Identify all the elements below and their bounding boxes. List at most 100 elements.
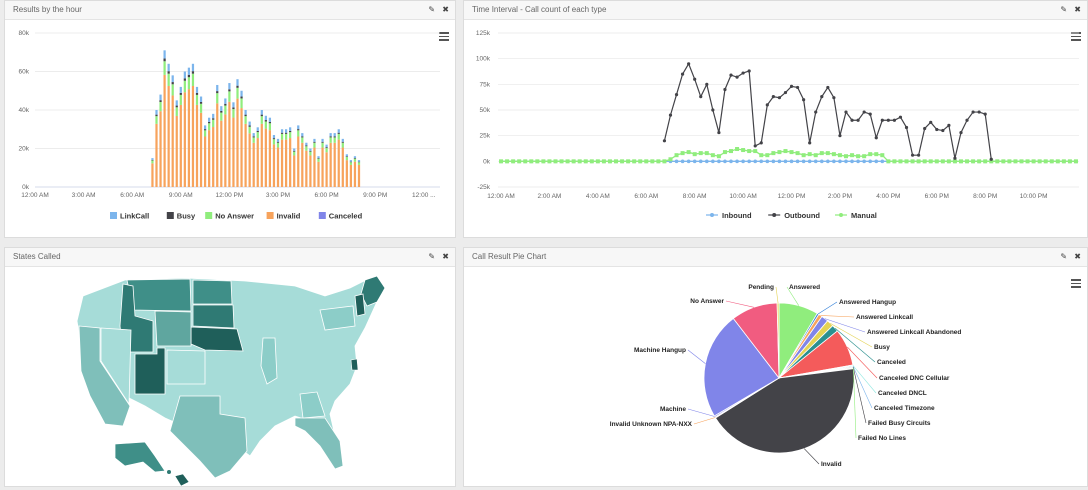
map-state-south-dakota[interactable]: [192, 304, 235, 329]
pencil-icon[interactable]: ✎: [1060, 252, 1068, 261]
manual-point: [934, 159, 939, 164]
bar-no-answer: [357, 162, 361, 165]
inbound-point: [717, 159, 721, 164]
bar-busy: [321, 141, 324, 143]
close-icon[interactable]: ✖: [1074, 5, 1081, 14]
bar-no-answer: [293, 151, 296, 156]
bar-busy: [305, 145, 308, 147]
bar-busy: [264, 120, 267, 122]
pie-label: Answered: [789, 284, 820, 291]
map-state-illinois[interactable]: [260, 337, 278, 385]
outbound-point: [729, 73, 733, 77]
outbound-point: [862, 110, 866, 114]
pencil-icon[interactable]: ✎: [428, 5, 436, 14]
bar-busy: [240, 96, 243, 99]
pie-label: Canceled: [877, 359, 906, 366]
outbound-point: [929, 120, 933, 124]
map-state-north-dakota[interactable]: [192, 279, 233, 305]
manual-point: [1055, 159, 1060, 164]
bar-invalid: [236, 98, 239, 187]
chart-menu-icon[interactable]: [439, 32, 449, 41]
pencil-icon[interactable]: ✎: [1060, 5, 1068, 14]
map-state-alaska[interactable]: [114, 441, 166, 473]
bar-linkcall: [187, 67, 191, 75]
outbound-point: [910, 153, 915, 157]
legend-label: No Answer: [215, 212, 254, 221]
bar-linkcall: [208, 117, 211, 122]
outbound-point: [971, 110, 975, 114]
manual-point: [837, 153, 842, 158]
outbound-point: [808, 141, 812, 145]
bar-no-answer: [268, 123, 272, 131]
close-icon[interactable]: ✖: [442, 252, 449, 261]
manual-point: [898, 159, 903, 164]
close-icon[interactable]: ✖: [442, 5, 449, 14]
panel-results-by-hour: Results by the hour ✎ ✖ 0k 20k 40k 60k 80k 12…: [4, 0, 456, 238]
manual-point: [559, 159, 564, 164]
manual-point: [801, 153, 806, 158]
map-state-new-york[interactable]: [319, 305, 356, 331]
outbound-point: [868, 112, 872, 116]
y-tick-label: 125k: [476, 30, 491, 37]
manual-point: [856, 154, 861, 159]
legend-label: Busy: [177, 212, 196, 221]
bar-linkcall: [341, 138, 344, 142]
outbound-point: [717, 130, 721, 135]
pie-label: Answered Linkcall: [856, 314, 913, 321]
map-state-maine[interactable]: [360, 275, 386, 307]
bar-busy: [284, 132, 288, 134]
bar-invalid: [349, 164, 353, 187]
outbound-point: [814, 110, 818, 114]
bar-invalid: [191, 85, 195, 187]
bar-linkcall: [236, 79, 239, 86]
pie-label: Pending: [748, 284, 774, 291]
map-state-hawaii[interactable]: [174, 473, 190, 486]
legend-marker: [839, 213, 843, 217]
bar-busy: [248, 125, 251, 127]
map-state-nebraska[interactable]: [190, 326, 244, 352]
x-tick-label: 4:00 AM: [586, 193, 610, 200]
map-state-florida[interactable]: [294, 417, 344, 470]
outbound-point: [977, 110, 981, 114]
bar-linkcall: [256, 127, 259, 131]
pie-label: No Answer: [690, 298, 724, 305]
legend-swatch: [266, 212, 274, 219]
bar-busy: [236, 85, 239, 88]
close-icon[interactable]: ✖: [1074, 252, 1081, 261]
map-state-wyoming[interactable]: [154, 310, 192, 347]
manual-point: [868, 152, 873, 157]
legend-marker: [772, 213, 777, 217]
manual-point: [989, 159, 994, 164]
manual-point: [946, 159, 951, 164]
map-state-california[interactable]: [78, 325, 131, 427]
manual-point: [995, 159, 1000, 164]
bar-linkcall: [280, 129, 284, 133]
bar-invalid: [325, 152, 328, 187]
map-state-new-hampshire[interactable]: [354, 293, 366, 317]
manual-point: [874, 152, 879, 157]
map-state-montana[interactable]: [126, 278, 192, 312]
map-state-delaware[interactable]: [350, 358, 359, 371]
bar-invalid: [171, 95, 174, 187]
chart-menu-icon[interactable]: [1071, 279, 1081, 288]
pencil-icon[interactable]: ✎: [428, 252, 436, 261]
bar-busy: [191, 71, 195, 74]
bar-linkcall: [317, 156, 320, 159]
bar-no-answer: [284, 133, 288, 140]
y-tick-label: 0k: [483, 158, 491, 165]
legend-swatch: [205, 212, 213, 219]
us-states-map[interactable]: [5, 266, 455, 486]
map-state-texas[interactable]: [169, 395, 248, 479]
map-state-utah[interactable]: [134, 347, 166, 395]
map-state-georgia[interactable]: [299, 391, 326, 419]
bar-no-answer: [337, 133, 340, 140]
bar-no-answer: [325, 148, 328, 153]
map-state-hawaii-island[interactable]: [167, 470, 171, 474]
bar-invalid: [199, 112, 203, 187]
manual-point: [983, 159, 988, 164]
map-state-nevada[interactable]: [100, 327, 132, 406]
bar-no-answer: [248, 126, 251, 134]
inbound-point: [880, 159, 885, 164]
pie-label: Answered Hangup: [839, 299, 896, 306]
map-state-colorado[interactable]: [166, 349, 206, 385]
